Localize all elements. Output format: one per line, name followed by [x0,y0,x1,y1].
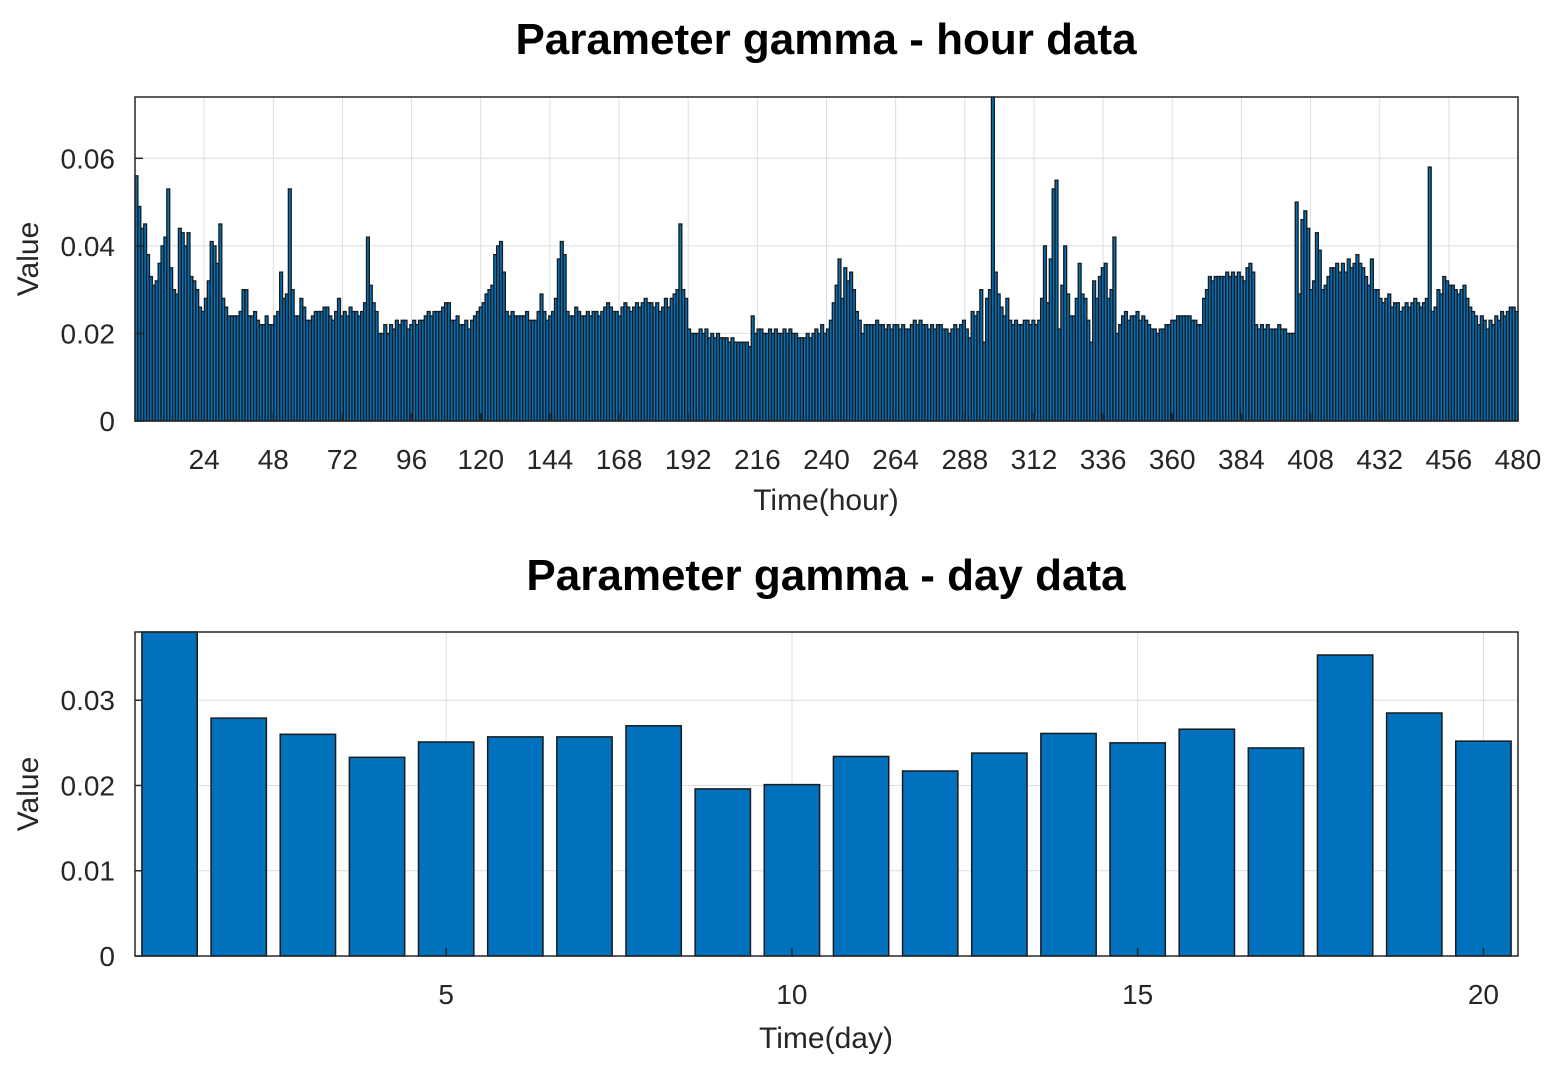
day-bars [141,631,1512,957]
day-bar [1178,728,1236,957]
day-x-axis-label: Time(day) [759,1022,893,1055]
day-x-tick-label: 15 [1122,979,1153,1010]
day-y-tick-label: 0.01 [61,856,116,887]
hour-x-tick-label: 240 [803,444,850,475]
day-x-tick-label: 10 [776,979,807,1010]
hour-x-tick-label: 384 [1218,444,1265,475]
day-bar [1455,740,1512,957]
day-bar [901,770,959,957]
hour-x-tick-label: 408 [1287,444,1334,475]
hour-x-tick-label: 120 [457,444,504,475]
day-bar [348,756,406,957]
day-chart-title: Parameter gamma - day data [526,551,1126,600]
day-x-tick-label: 5 [438,979,454,1010]
day-bar [1040,732,1097,957]
hour-x-tick-label: 24 [189,444,220,475]
hour-y-axis-label: Value [12,222,45,297]
day-bar [210,717,268,957]
day-chart: Parameter gamma - day data 5 10 15 20 0 0.01 0… [12,551,1519,1055]
day-bar [556,736,613,957]
day-bar [1316,654,1374,957]
hour-chart: Parameter gamma - hour data 24 48 72 96 120 1… [12,15,1541,517]
day-bar [1385,712,1443,957]
day-y-tick-label: 0 [99,941,115,972]
hour-x-tick-label: 288 [941,444,988,475]
hour-x-tick-label: 192 [665,444,712,475]
hour-x-tick-label: 312 [1011,444,1058,475]
hour-y-tick-label: 0 [99,406,115,437]
day-bar [279,733,337,957]
day-bar [417,741,475,957]
day-bar [1109,742,1167,957]
day-tick-labels: 5 10 15 20 0 0.01 0.02 0.03 [61,685,1500,1010]
hour-x-tick-label: 48 [258,444,289,475]
hour-x-axis-label: Time(hour) [753,484,899,517]
hour-x-tick-label: 336 [1080,444,1127,475]
day-bar [694,788,752,957]
hour-y-tick-label: 0.02 [61,318,116,349]
hour-x-tick-label: 456 [1425,444,1472,475]
day-y-tick-label: 0.02 [61,770,116,801]
day-y-tick-label: 0.03 [61,685,116,716]
day-bar [763,783,821,957]
day-y-axis-label: Value [12,757,45,832]
hour-x-tick-label: 432 [1356,444,1403,475]
hour-x-tick-label: 216 [734,444,781,475]
hour-x-tick-label: 264 [872,444,919,475]
day-x-tick-label: 20 [1468,979,1499,1010]
day-bar [832,755,890,957]
hour-x-tick-label: 72 [327,444,358,475]
hour-y-tick-label: 0.04 [61,231,116,262]
day-bar [141,631,198,957]
day-bar [486,736,544,957]
hour-x-tick-label: 480 [1495,444,1542,475]
day-bar [1247,747,1305,957]
hour-x-tick-label: 168 [596,444,643,475]
day-axes-frame [134,631,1519,957]
hour-x-tick-label: 144 [527,444,574,475]
hour-chart-title: Parameter gamma - hour data [515,15,1137,64]
hour-x-tick-label: 360 [1149,444,1196,475]
hour-x-tick-label: 96 [396,444,427,475]
day-bar [970,752,1028,957]
hour-y-tick-label: 0.06 [61,143,116,174]
day-grid [135,632,1518,956]
hour-tick-labels: 24 48 72 96 120 144 168 192 216 240 264 288 312 336 36… [61,143,1542,475]
day-bar [625,725,683,957]
